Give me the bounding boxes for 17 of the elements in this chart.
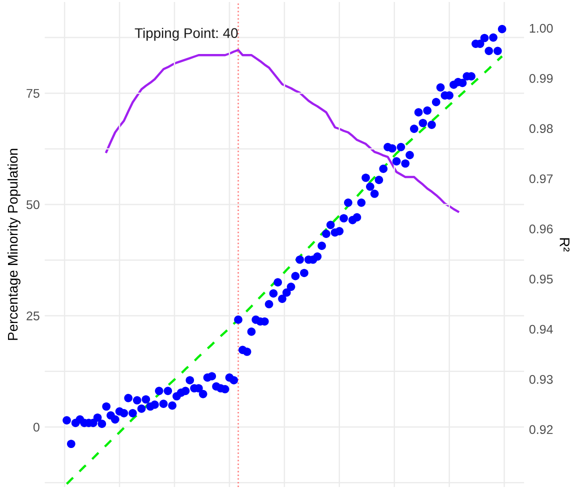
y2-tick-label: 0.93	[529, 374, 553, 384]
y2-tick-label: 0.96	[529, 224, 553, 234]
line-series	[105, 49, 460, 213]
y2-tick-label: 0.95	[529, 274, 553, 284]
y-tick-label: 25	[26, 312, 40, 320]
y2-axis-title: R²	[560, 238, 570, 252]
y2-tick-label: 0.99	[529, 74, 553, 83]
y2-tick-label: 0.94	[529, 324, 553, 334]
y-tick-label: 75	[26, 89, 40, 98]
y2-tick-label: 0.97	[529, 174, 553, 184]
y2-tick-label: 0.98	[529, 124, 553, 134]
y-tick-label: 50	[26, 200, 40, 210]
y2-tick-label: 1.00	[530, 24, 553, 33]
y2-tick-label: 0.92	[529, 425, 553, 434]
y-tick-label: 0	[33, 422, 40, 432]
y-axis-title: Percentage Minority Population	[8, 148, 20, 340]
annotation: Tipping Point: 40	[134, 28, 238, 41]
